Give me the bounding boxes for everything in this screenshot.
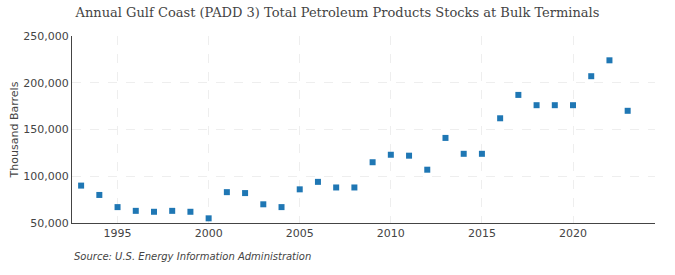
svg-text:100,000: 100,000 <box>23 170 69 183</box>
svg-text:2015: 2015 <box>468 227 496 240</box>
svg-text:Annual Gulf Coast (PADD 3) Tot: Annual Gulf Coast (PADD 3) Total Petrole… <box>75 5 600 20</box>
svg-text:200,000: 200,000 <box>23 77 69 90</box>
svg-text:50,000: 50,000 <box>30 217 69 230</box>
svg-text:2000: 2000 <box>195 227 223 240</box>
svg-text:2005: 2005 <box>286 227 314 240</box>
svg-text:Thousand Barrels: Thousand Barrels <box>8 81 21 178</box>
svg-text:Source: U.S. Energy Informatio: Source: U.S. Energy Information Administ… <box>74 251 311 262</box>
svg-text:2010: 2010 <box>377 227 405 240</box>
svg-text:1995: 1995 <box>104 227 132 240</box>
svg-text:150,000: 150,000 <box>23 123 69 136</box>
svg-text:2020: 2020 <box>559 227 587 240</box>
svg-text:250,000: 250,000 <box>23 30 69 43</box>
